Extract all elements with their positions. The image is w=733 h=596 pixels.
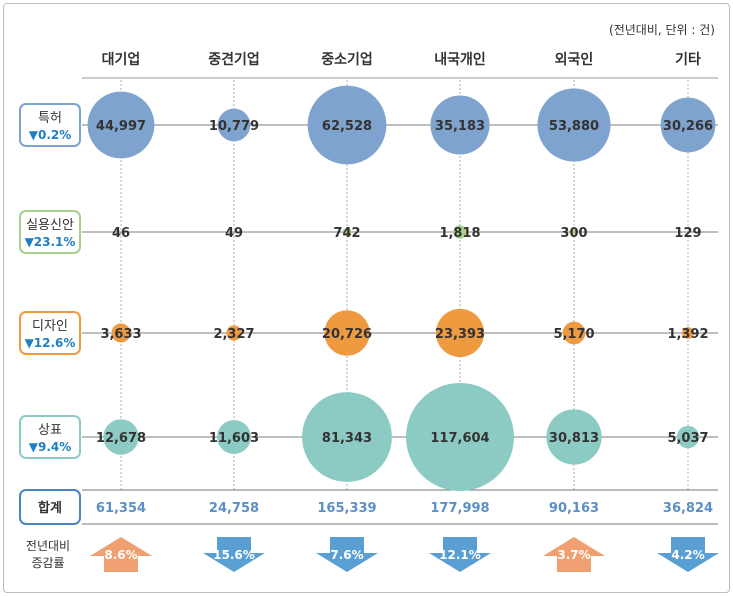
arrow-up-icon <box>543 537 605 572</box>
data-label: 35,183 <box>435 119 485 134</box>
total-value: 90,163 <box>549 501 599 516</box>
data-label: 117,604 <box>430 431 489 446</box>
data-label: 20,726 <box>322 327 372 342</box>
arrow-down-icon <box>316 537 378 572</box>
total-value: 177,998 <box>430 501 489 516</box>
bubble <box>435 308 485 358</box>
change-rate-label: 전년대비 <box>26 539 70 553</box>
unit-note: (전년대비, 단위 : 건) <box>609 23 715 37</box>
data-label: 46 <box>112 226 130 241</box>
bubble <box>430 95 490 155</box>
bubble <box>571 229 577 235</box>
total-value: 36,824 <box>663 501 713 516</box>
column-header: 기타 <box>675 52 701 68</box>
bubble <box>217 108 251 142</box>
bubble <box>111 323 131 343</box>
row-label: 실용신안 <box>26 218 74 233</box>
row-label: 디자인 <box>32 319 68 334</box>
data-label: 5,170 <box>553 327 594 342</box>
data-label: 53,880 <box>549 119 599 134</box>
total-value: 165,339 <box>317 501 376 516</box>
data-label: 30,813 <box>549 431 599 446</box>
bubble <box>217 420 251 454</box>
arrow-down-icon <box>429 537 491 572</box>
bubble <box>87 91 155 159</box>
change-rate-value: 7.6% <box>330 548 363 562</box>
column-header: 대기업 <box>102 52 141 68</box>
row-label-box <box>19 210 81 254</box>
data-label: 12,678 <box>96 431 146 446</box>
row-change-rate: ▼0.2% <box>29 128 72 142</box>
change-rate-value: 3.7% <box>557 548 590 562</box>
bubble <box>307 85 387 165</box>
bubble <box>537 88 611 162</box>
arrow-up-icon <box>90 537 152 572</box>
change-rate-value: 15.6% <box>213 548 255 562</box>
column-header: 중소기업 <box>321 52 373 68</box>
bubble <box>453 225 467 239</box>
bubble <box>302 392 392 482</box>
row-label-box <box>19 311 81 355</box>
row-label: 특허 <box>38 111 62 126</box>
data-label: 1,392 <box>667 327 708 342</box>
data-label: 62,528 <box>322 119 372 134</box>
data-label: 2,327 <box>213 327 254 342</box>
bubble <box>660 97 716 153</box>
total-value: 61,354 <box>96 501 146 516</box>
column-header: 내국개인 <box>434 51 486 68</box>
total-value: 24,758 <box>209 501 259 516</box>
arrow-down-icon <box>657 537 719 572</box>
column-header: 외국인 <box>555 51 594 68</box>
data-label: 742 <box>333 226 360 241</box>
total-label-box <box>19 489 81 525</box>
bubble <box>324 310 370 356</box>
row-change-rate: ▼12.6% <box>25 336 76 350</box>
bubble <box>406 383 514 491</box>
data-label: 23,393 <box>435 327 485 342</box>
data-label: 81,343 <box>322 431 372 446</box>
data-label: 30,266 <box>663 119 713 134</box>
bubble <box>342 227 352 237</box>
data-label: 300 <box>560 226 587 241</box>
row-label-box <box>19 415 81 459</box>
row-label-box <box>19 103 81 147</box>
data-label: 49 <box>225 226 243 241</box>
data-label: 3,633 <box>100 327 141 342</box>
column-header: 중견기업 <box>208 51 260 68</box>
data-label: 1,818 <box>439 226 480 241</box>
row-change-rate: ▼9.4% <box>29 440 72 454</box>
change-rate-value: 4.2% <box>671 548 704 562</box>
bubble <box>226 325 242 341</box>
total-label: 합계 <box>38 500 62 516</box>
data-label: 44,997 <box>96 119 146 134</box>
bubble <box>682 327 694 339</box>
bubble <box>676 425 700 449</box>
row-label: 상표 <box>38 423 62 438</box>
data-label: 10,779 <box>209 119 259 134</box>
bubble <box>546 409 602 465</box>
change-rate-value: 12.1% <box>439 548 481 562</box>
bubble <box>562 321 586 345</box>
bubble <box>103 419 139 455</box>
change-rate-label: 증감률 <box>31 556 64 570</box>
change-rate-value: 8.6% <box>104 548 137 562</box>
data-label: 11,603 <box>209 431 259 446</box>
data-label: 5,037 <box>667 431 708 446</box>
data-label: 129 <box>674 226 701 241</box>
arrow-down-icon <box>203 537 265 572</box>
row-change-rate: ▼23.1% <box>25 235 76 249</box>
